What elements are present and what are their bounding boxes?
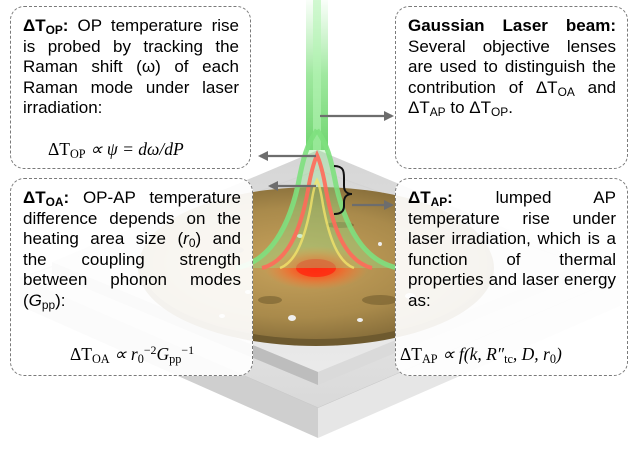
op-symbol: ΔTOP: — [23, 16, 69, 37]
op-description: OP temperature rise is probed by trackin… — [23, 16, 239, 117]
laser-beam — [235, 0, 399, 271]
oa-symbol: ΔTOA: — [23, 188, 70, 209]
ap-temperature-box: ΔTAP: lumped AP temperature rise under l… — [395, 178, 628, 376]
laser-description: Several objective lenses are used to dis… — [408, 36, 617, 119]
ap-description: lumped AP temperature rise under laser i… — [408, 188, 616, 310]
op-equation: ΔTOP ∝ ψ = dω/dP — [48, 139, 184, 161]
op-temperature-box: ΔTOP: OP temperature rise is probed by t… — [10, 6, 251, 169]
oa-description: OP-AP temperature difference depends on … — [23, 188, 241, 312]
annotation-arrows — [258, 111, 394, 215]
ap-equation: ΔTAP ∝ f(k, R″tc, D, r0) — [400, 344, 562, 366]
laser-title: Gaussian Laser beam: — [408, 16, 616, 35]
oa-equation: ΔTOA ∝ r0−2Gpp−1 — [70, 343, 195, 366]
oa-temperature-box: ΔTOA: OP-AP temperature difference depen… — [10, 178, 253, 376]
ap-symbol: ΔTAP: — [408, 188, 453, 209]
gaussian-laser-box: Gaussian Laser beam: Several objective l… — [395, 6, 628, 169]
bracket — [333, 165, 353, 215]
